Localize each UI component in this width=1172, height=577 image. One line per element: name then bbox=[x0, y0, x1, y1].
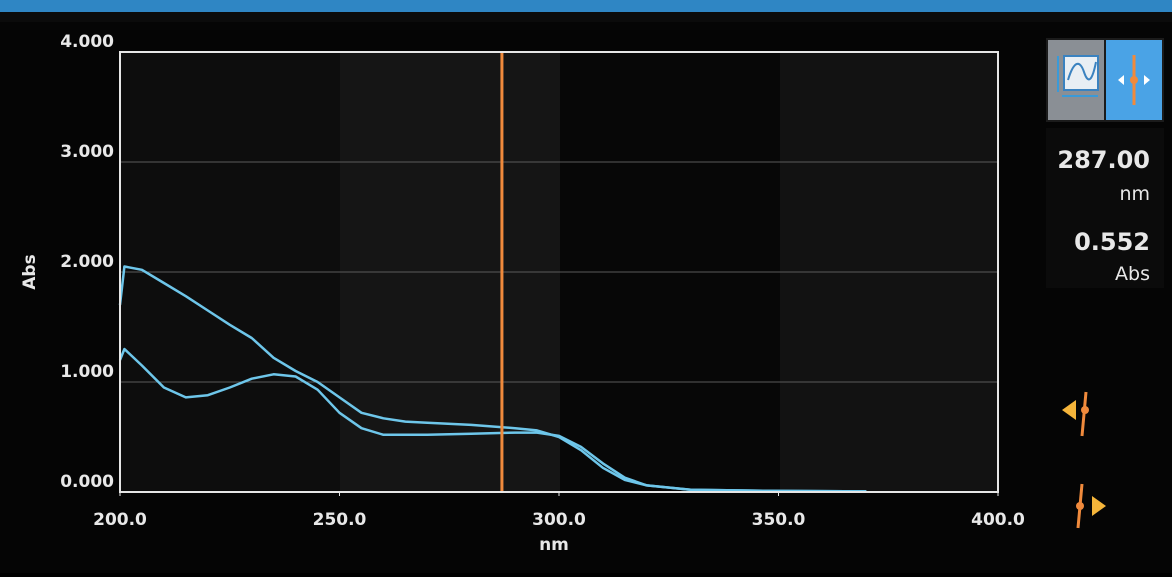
x-tick-label: 400.0 bbox=[971, 510, 1025, 530]
readout-wavelength: 287.00 bbox=[1057, 146, 1150, 174]
readout-absorbance-unit: Abs bbox=[1115, 263, 1150, 285]
x-tick-label: 300.0 bbox=[532, 510, 586, 530]
x-tick-label: 200.0 bbox=[93, 510, 147, 530]
top-strip bbox=[0, 12, 1172, 22]
y-tick-label: 2.000 bbox=[60, 252, 114, 272]
page: {"chart_data": {"type": "line", "y_label… bbox=[0, 0, 1172, 573]
cursor-button[interactable] bbox=[1106, 40, 1162, 120]
scale-button[interactable] bbox=[1048, 40, 1104, 120]
screen: Abs nm 287.00 nm 0.552 Abs 0.000 1.000 2.0… bbox=[0, 0, 1172, 573]
y-tick-label: 0.000 bbox=[60, 472, 114, 492]
x-tick-label: 250.0 bbox=[313, 510, 367, 530]
readout-wavelength-unit: nm bbox=[1119, 183, 1150, 205]
y-tick-label: 3.000 bbox=[60, 142, 114, 162]
top-bar bbox=[0, 0, 1172, 12]
x-axis-label: nm bbox=[539, 535, 569, 555]
y-tick-label: 4.000 bbox=[60, 32, 114, 52]
x-tick-label: 350.0 bbox=[752, 510, 806, 530]
y-tick-label: 1.000 bbox=[60, 362, 114, 382]
y-axis-label: Abs bbox=[20, 254, 40, 289]
readout-absorbance: 0.552 bbox=[1074, 228, 1150, 256]
